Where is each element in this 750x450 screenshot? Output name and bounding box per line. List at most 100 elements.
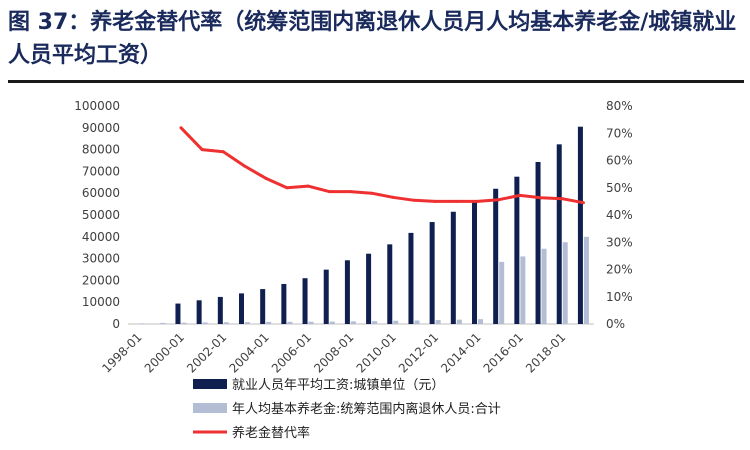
y-left-tick-label: 100000 [74, 99, 120, 113]
replacement-rate-point [221, 150, 225, 154]
bar-avg-wage [514, 176, 520, 324]
bar-avg-wage [196, 300, 202, 324]
bar-pension [499, 261, 505, 324]
y-left-tick-label: 80000 [82, 143, 120, 157]
bar-pension [287, 321, 293, 324]
bar-avg-wage [472, 201, 477, 324]
bar-avg-wage [217, 296, 223, 324]
bar-pension [435, 320, 441, 324]
replacement-rate-point [243, 164, 246, 168]
legend-label: 就业人员年平均工资:城镇单位（元） [232, 378, 444, 393]
y-right-tick-label: 30% [606, 235, 633, 249]
y-right-tick-label: 50% [606, 181, 633, 195]
chart-title: 图 37：养老金替代率（统筹范围内离退休人员月人均基本养老金/城镇就业人员平均工… [8, 10, 737, 68]
replacement-rate-point [539, 196, 543, 200]
legend-label: 养老金替代率 [232, 425, 310, 441]
bar-pension [562, 242, 568, 324]
replacement-rate-point [391, 195, 395, 199]
bar-avg-wage [366, 253, 372, 324]
replacement-rate-point [306, 184, 310, 188]
bar-pension [583, 236, 589, 324]
x-tick-label: 2008-01 [311, 330, 356, 375]
x-tick-label: 2002-01 [184, 330, 229, 375]
y-left-tick-label: 60000 [82, 186, 120, 200]
replacement-rate-point [497, 198, 501, 202]
y-left-tick-label: 50000 [82, 208, 120, 222]
legend-swatch [193, 403, 227, 413]
x-tick-label: 2004-01 [226, 330, 271, 375]
bar-avg-wage [344, 260, 350, 324]
bar-avg-wage [556, 144, 562, 324]
replacement-rate-point [454, 199, 458, 203]
bar-avg-wage [535, 161, 541, 324]
bar-avg-wage [281, 283, 287, 324]
axes: 0 10000 20000 30000 40000 50000 60000 70000 8000… [74, 99, 632, 376]
bar-marks [139, 126, 589, 325]
bar-pension [245, 322, 250, 324]
replacement-rate-point [348, 190, 352, 194]
bar-avg-wage [408, 232, 414, 324]
bar-pension [372, 321, 378, 324]
replacement-rate-point [264, 176, 268, 180]
bar-pension [478, 319, 483, 324]
bar-pension [541, 248, 547, 324]
bar-pension [520, 256, 526, 324]
bar-avg-wage [260, 289, 266, 324]
x-tick-label: 2016-01 [481, 330, 526, 375]
y-right-tick-label: 80% [606, 99, 633, 113]
bar-avg-wage [302, 278, 308, 324]
replacement-rate-point [560, 197, 564, 201]
replacement-rate-point [412, 198, 416, 202]
bar-pension [393, 320, 399, 324]
bar-pension [160, 322, 166, 324]
legend-label: 年人均基本养老金:统筹范围内离退休人员:合计 [232, 401, 501, 417]
replacement-rate-point [370, 191, 374, 195]
y-left-tick-label: 90000 [82, 121, 120, 135]
bar-pension [266, 321, 272, 324]
y-left-tick-label: 0 [112, 317, 120, 331]
x-tick-label: 2014-01 [438, 330, 483, 375]
bar-pension [414, 320, 420, 324]
bar-avg-wage [429, 222, 435, 324]
bar-avg-wage [450, 211, 456, 324]
y-right-tick-label: 10% [606, 290, 633, 304]
bar-avg-wage [323, 269, 329, 324]
bar-avg-wage [175, 303, 181, 324]
legend: 就业人员年平均工资:城镇单位（元） 年人均基本养老金:统筹范围内离退休人员:合计养… [193, 378, 501, 441]
replacement-rate-line [179, 126, 584, 205]
bar-avg-wage [239, 293, 244, 324]
replacement-rate-point [476, 199, 479, 203]
y-right-tick-label: 0% [606, 317, 625, 331]
x-tick-label: 1998-01 [99, 330, 144, 375]
x-tick-label: 2006-01 [269, 330, 314, 375]
y-left-tick-label: 10000 [82, 295, 120, 309]
y-left-tick-label: 20000 [82, 273, 120, 287]
bar-avg-wage [577, 126, 583, 324]
replacement-rate-point [581, 201, 585, 205]
bar-avg-wage [493, 188, 499, 324]
y-right-tick-label: 60% [606, 154, 633, 168]
bar-pension [181, 322, 187, 324]
bar-pension [350, 321, 356, 324]
bar-pension [202, 322, 208, 324]
x-tick-label: 2010-01 [354, 330, 399, 375]
y-right-tick-label: 20% [606, 263, 633, 277]
line-marks [179, 126, 585, 205]
x-tick-label: 2000-01 [142, 330, 187, 375]
bar-pension [329, 321, 335, 324]
bar-pension [308, 321, 314, 324]
title-divider [8, 80, 744, 83]
y-right-tick-label: 40% [606, 208, 633, 222]
replacement-rate-point [327, 190, 331, 194]
y-left-tick-label: 40000 [82, 230, 120, 244]
y-left-tick-label: 70000 [82, 164, 120, 178]
y-right-tick-label: 70% [606, 126, 633, 140]
replacement-rate-point [433, 199, 437, 203]
replacement-rate-point [518, 193, 522, 197]
bar-pension [223, 322, 229, 324]
replacement-rate-point [179, 126, 183, 130]
replacement-rate-point [285, 186, 289, 190]
legend-swatch [193, 379, 227, 389]
y-left-tick-label: 30000 [82, 252, 120, 266]
